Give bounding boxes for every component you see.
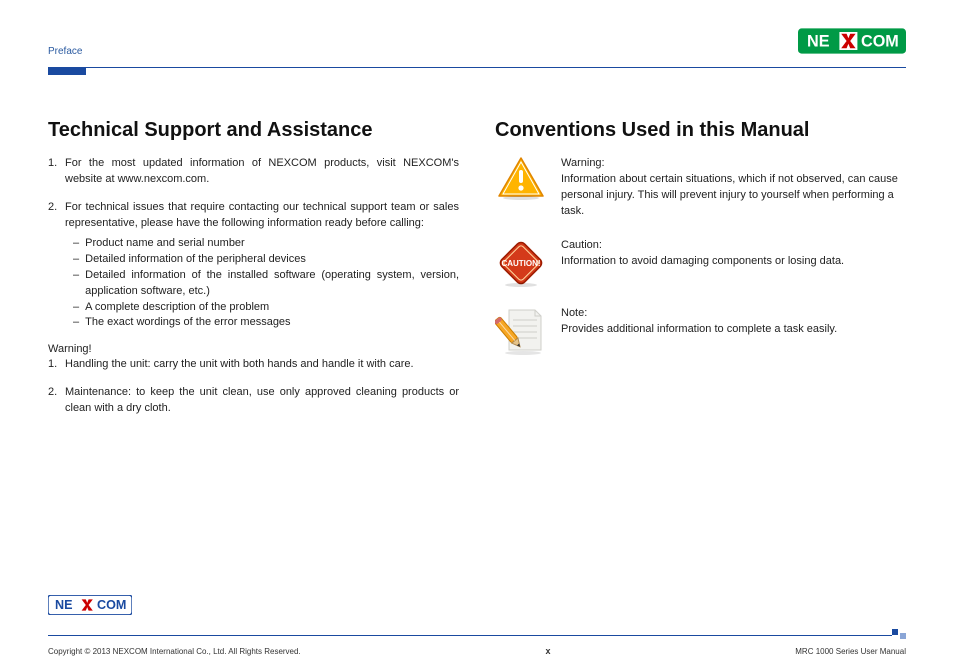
list-text: Maintenance: to keep the unit clean, use… [65,385,459,417]
sub-item: –A complete description of the problem [65,300,459,316]
warning-heading: Warning! [48,343,459,355]
convention-text: Caution: Information to avoid damaging c… [561,238,906,270]
col-right: Conventions Used in this Manual Warning:… [495,119,906,429]
heading-support: Technical Support and Assistance [48,119,459,142]
footer-rule [48,626,906,644]
sub-text: The exact wordings of the error messages [85,315,459,331]
sub-text: Detailed information of the installed so… [85,268,459,300]
support-list: 1. For the most updated information of N… [48,156,459,331]
sub-list: –Product name and serial number –Detaile… [65,236,459,332]
sub-item: –Detailed information of the peripheral … [65,252,459,268]
sub-text: A complete description of the problem [85,300,459,316]
caution-icon: CAUTION! [495,238,547,288]
page-number: x [545,646,550,656]
convention-title: Note: [561,306,906,322]
page-content: Technical Support and Assistance 1. For … [48,119,906,429]
svg-text:CAUTION!: CAUTION! [501,259,540,268]
col-left: Technical Support and Assistance 1. For … [48,119,459,429]
list-number: 2. [48,385,61,417]
list-number: 2. [48,200,61,332]
list-item: 2. Maintenance: to keep the unit clean, … [48,385,459,417]
list-item: 2. For technical issues that require con… [48,200,459,332]
note-icon [495,306,547,356]
list-item: 1. Handling the unit: carry the unit wit… [48,357,459,373]
convention-row-caution: CAUTION! Caution: Information to avoid d… [495,238,906,288]
header-rule [48,67,906,75]
list-number: 1. [48,156,61,188]
convention-text: Note: Provides additional information to… [561,306,906,338]
footer-bar: Copyright © 2013 NEXCOM International Co… [48,646,906,656]
list-text-body: For technical issues that require contac… [65,201,459,229]
heading-conventions: Conventions Used in this Manual [495,119,906,142]
list-number: 1. [48,357,61,373]
svg-text:COM: COM [97,598,126,612]
convention-desc: Provides additional information to compl… [561,323,837,335]
sub-item: –Product name and serial number [65,236,459,252]
page-footer: NE COM Copyright © 2013 NEXCOM Internati… [48,595,906,656]
sub-item: –Detailed information of the installed s… [65,268,459,300]
svg-text:NE: NE [55,598,73,612]
copyright-text: Copyright © 2013 NEXCOM International Co… [48,647,301,656]
list-item: 1. For the most updated information of N… [48,156,459,188]
convention-title: Warning: [561,156,906,172]
convention-title: Caution: [561,238,906,254]
list-text: For technical issues that require contac… [65,200,459,332]
convention-desc: Information to avoid damaging components… [561,255,844,267]
list-text: Handling the unit: carry the unit with b… [65,357,459,373]
brand-logo-bottom: NE COM [48,595,906,620]
footer-ornament-icon [892,626,906,644]
page-header: Preface [48,28,906,63]
list-text: For the most updated information of NEXC… [65,156,459,188]
warning-icon [495,156,547,200]
sub-text: Product name and serial number [85,236,459,252]
warning-list: 1. Handling the unit: carry the unit wit… [48,357,459,417]
convention-text: Warning: Information about certain situa… [561,156,906,220]
sub-item: –The exact wordings of the error message… [65,315,459,331]
convention-desc: Information about certain situations, wh… [561,173,898,217]
section-label: Preface [48,46,82,59]
manual-title: MRC 1000 Series User Manual [795,647,906,656]
sub-text: Detailed information of the peripheral d… [85,252,459,268]
brand-logo-top [798,28,906,59]
convention-row-warning: Warning: Information about certain situa… [495,156,906,220]
convention-row-note: Note: Provides additional information to… [495,306,906,356]
